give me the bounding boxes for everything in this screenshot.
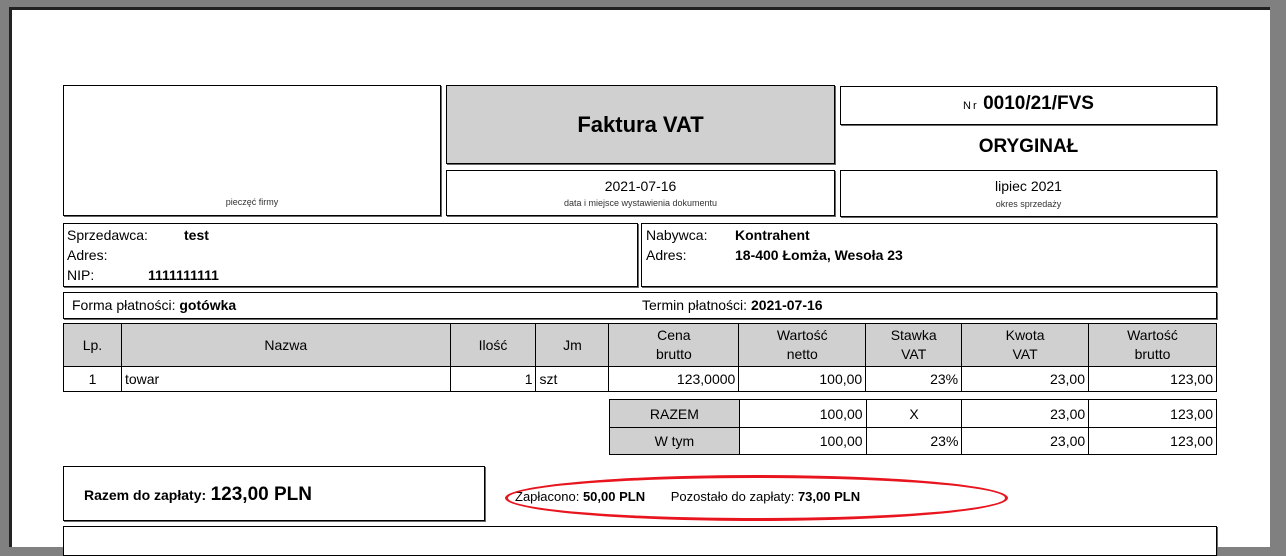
invoice-number-box: Nr 0010/21/FVS [840,86,1217,125]
total-due-box: Razem do zapłaty: 123,00 PLN [63,466,485,521]
summary-row-razem: RAZEM 100,00 X 23,00 123,00 [609,399,1217,428]
summary-label: RAZEM [609,399,740,428]
buyer-box: Nabywca: Kontrahent Adres: 18-400 Łomża,… [641,223,1217,287]
company-stamp-box: pieczęć firmy [63,85,441,216]
cell-kwota: 23,00 [961,366,1090,392]
table-header: Lp. Nazwa Ilość Jm Cena brutto Wartość net… [63,323,1217,367]
summary-row-w-tym: W tym 100,00 23% 23,00 123,00 [609,427,1217,455]
col-wartosc-brutto: Wartość brutto [1088,323,1217,367]
cell-ilosc: 1 [449,366,537,392]
cell-cena: 123,0000 [608,366,740,392]
cell-netto: 100,00 [738,366,867,392]
number-prefix: Nr [963,100,979,112]
summary-kwota: 23,00 [961,427,1090,455]
issue-date: 2021-07-16 [604,178,677,194]
seller-nip: 1111111111 [148,267,219,283]
col-wartosc-netto: Wartość netto [738,323,867,367]
summary-brutto: 123,00 [1088,399,1217,428]
payment-due-label: Termin płatności: [642,297,748,313]
stamp-label: pieczęć firmy [225,197,279,207]
cell-brutto: 123,00 [1088,366,1217,392]
col-lp: Lp. [63,323,122,367]
seller-label: Sprzedawca: [67,227,148,243]
summary-brutto: 123,00 [1088,427,1217,455]
summary-netto: 100,00 [738,399,867,428]
seller-address-label: Adres: [67,247,108,263]
summary-label: W tym [609,427,740,455]
invoice-number: 0010/21/FVS [983,93,1094,114]
col-jm: Jm [535,323,610,367]
seller-box: Sprzedawca: test Adres: NIP: 1111111111 [63,223,638,287]
issue-date-box: 2021-07-16 data i miejsce wystawienia do… [446,170,835,216]
bottom-box [63,526,1217,556]
cell-stawka: 23% [865,366,963,392]
col-cena-brutto: Cena brutto [608,323,740,367]
cell-jm: szt [535,366,610,392]
items-table: Lp. Nazwa Ilość Jm Cena brutto Wartość net… [63,323,1217,392]
payment-row: Forma płatności: gotówka Termin płatnośc… [63,292,1217,319]
summary-netto: 100,00 [738,427,867,455]
cell-lp: 1 [63,366,122,392]
buyer-label: Nabywca: [646,227,708,243]
seller-nip-label: NIP: [67,267,95,283]
copy-type: ORYGINAŁ [978,136,1079,157]
highlight-ellipse [505,475,1008,521]
cell-nazwa: towar [120,366,451,392]
sale-period: lipiec 2021 [995,178,1062,194]
sale-period-label: okres sprzedaży [995,199,1062,209]
summary-table: RAZEM 100,00 X 23,00 123,00 W tym 100,00… [609,399,1217,455]
issue-date-label: data i miejsce wystawienia dokumentu [563,198,718,208]
summary-stawka: X [865,399,963,428]
table-row: 1 towar 1 szt 123,0000 100,00 23% 23,00 … [63,366,1217,392]
col-nazwa: Nazwa [120,323,451,367]
payment-method: gotówka [179,297,237,313]
seller-name: test [184,227,209,243]
summary-kwota: 23,00 [961,399,1090,428]
col-kwota-vat: Kwota VAT [961,323,1090,367]
col-stawka-vat: Stawka VAT [865,323,963,367]
payment-due: 2021-07-16 [750,297,823,313]
summary-stawka: 23% [865,427,963,455]
buyer-name: Kontrahent [735,227,810,243]
invoice-title: Faktura VAT [577,112,704,137]
buyer-address-label: Adres: [646,247,687,263]
total-due-label: Razem do zapłaty: [84,487,207,503]
total-due-value: 123,00 PLN [210,484,312,505]
col-ilosc: Ilość [449,323,537,367]
title-box: Faktura VAT [446,85,835,164]
payment-method-label: Forma płatności: [72,297,176,313]
sale-period-box: lipiec 2021 okres sprzedaży [840,170,1217,217]
buyer-address: 18-400 Łomża, Wesoła 23 [735,247,903,263]
